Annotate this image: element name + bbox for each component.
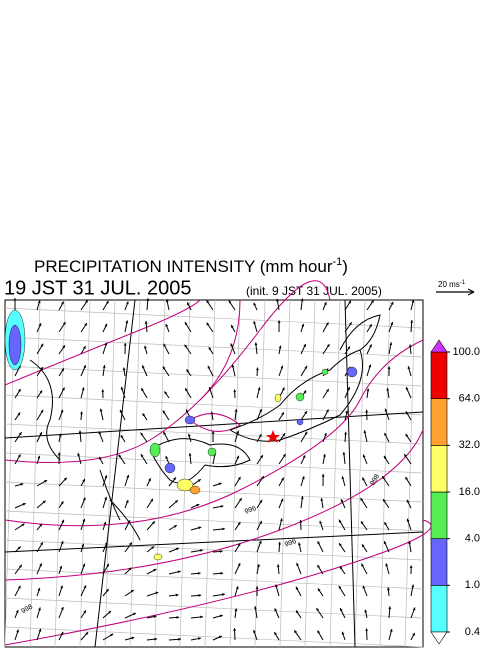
color-bin bbox=[431, 352, 447, 399]
precip-cell bbox=[185, 416, 195, 424]
colorbar-label: 16.0 bbox=[459, 486, 480, 498]
under-triangle bbox=[431, 632, 447, 644]
precip-cell bbox=[347, 367, 357, 377]
colorbar: 0.4 1.0 4.0 16.0 32.0 64.0 100.0 bbox=[431, 340, 480, 644]
colorbar-label: 100.0 bbox=[452, 346, 480, 358]
init-time: (init. 9 JST 31 JUL. 2005) bbox=[246, 284, 382, 298]
ref-sup: -1 bbox=[460, 280, 466, 286]
color-bin bbox=[431, 492, 447, 539]
ref-label: 20 ms bbox=[438, 280, 460, 289]
precip-cell bbox=[190, 486, 200, 494]
ref-vector-label: 20 ms-1 bbox=[438, 280, 466, 290]
valid-time: 19 JST 31 JUL. 2005 bbox=[4, 277, 192, 299]
precip-cell bbox=[296, 393, 304, 401]
title-sup: -1 bbox=[332, 256, 342, 268]
precip-cell bbox=[208, 448, 216, 456]
colorbar-label: 4.0 bbox=[465, 533, 480, 545]
precip-cell bbox=[9, 325, 21, 365]
color-bin bbox=[431, 585, 447, 632]
color-bin bbox=[431, 539, 447, 586]
colorbar-label: 0.4 bbox=[465, 626, 480, 638]
title: PRECIPITATION INTENSITY (mm hour-1) bbox=[34, 256, 348, 277]
over-triangle bbox=[431, 340, 447, 352]
precip-cell bbox=[275, 394, 281, 402]
precip-cell bbox=[322, 369, 328, 375]
precip-cell bbox=[150, 443, 160, 457]
colorbar-label: 64.0 bbox=[459, 393, 480, 405]
precip-cell bbox=[297, 419, 303, 425]
precip-cell bbox=[154, 554, 162, 560]
color-bin bbox=[431, 399, 447, 446]
precip-cell bbox=[165, 463, 175, 473]
title-end: ) bbox=[342, 257, 348, 276]
color-bin bbox=[431, 445, 447, 492]
title-main: PRECIPITATION INTENSITY (mm hour bbox=[34, 257, 333, 276]
colorbar-label: 32.0 bbox=[459, 439, 480, 451]
colorbar-label: 1.0 bbox=[465, 579, 480, 591]
